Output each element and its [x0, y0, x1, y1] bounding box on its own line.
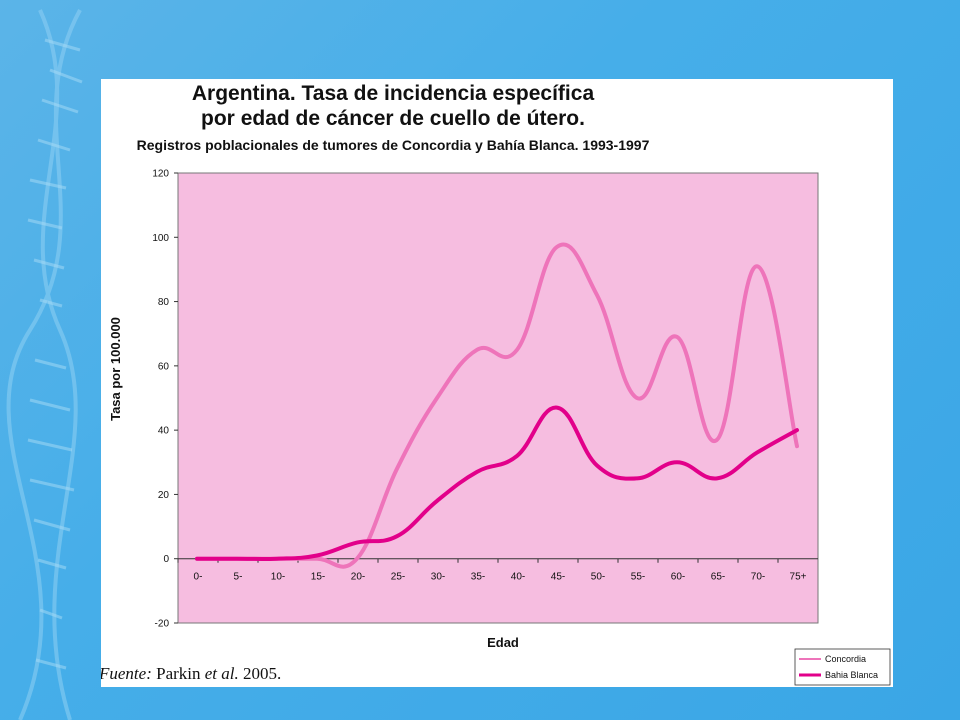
data-point: [236, 558, 238, 560]
data-point: [276, 558, 278, 560]
x-tick-label: 25-: [391, 572, 405, 583]
x-tick-label: 60-: [671, 572, 685, 583]
y-tick-label: 40: [158, 426, 170, 437]
plot-area: [177, 172, 819, 624]
x-tick-label: 35-: [471, 572, 485, 583]
legend-entry: Bahia Blanca: [825, 670, 878, 680]
chart-slide-card: Argentina. Tasa de incidencia específica…: [101, 79, 893, 687]
y-tick-label: 0: [163, 554, 169, 565]
source-label: Fuente:: [101, 664, 152, 683]
data-point: [396, 535, 398, 537]
data-point: [356, 558, 358, 560]
x-tick-label: 20-: [351, 572, 365, 583]
series-layer: [195, 242, 799, 569]
data-point: [436, 397, 438, 399]
data-point: [556, 407, 558, 409]
data-point: [756, 452, 758, 454]
chart-title: Argentina. Tasa de incidencia específica: [192, 82, 595, 105]
data-point: [196, 558, 198, 560]
x-tick-label: 0-: [194, 572, 203, 583]
data-point: [676, 461, 678, 463]
data-point: [596, 294, 598, 296]
x-tick-label: 40-: [511, 572, 525, 583]
x-tick-label: 45-: [551, 572, 565, 583]
x-axis-label: Edad: [487, 635, 519, 650]
chart-subtitle: Registros poblacionales de tumores de Co…: [137, 137, 650, 153]
y-tick-label: -20: [155, 619, 170, 630]
x-tick-label: 55-: [631, 572, 645, 583]
y-tick-label: 120: [152, 169, 169, 180]
source-year: 2005.: [239, 664, 282, 683]
chart-legend: Concordia Bahia Blanca: [794, 648, 891, 686]
y-tick-label: 60: [158, 361, 170, 372]
data-point: [356, 542, 358, 544]
data-point: [756, 265, 758, 267]
chart-title-line2: por edad de cáncer de cuello de útero.: [201, 107, 585, 130]
series-line-concordia: [195, 242, 799, 569]
x-tick-label: 70-: [751, 572, 765, 583]
data-point: [476, 471, 478, 473]
data-point: [676, 336, 678, 338]
source-author: Parkin: [152, 664, 205, 683]
y-axis: -20 0 20 40 60 80 100 120: [152, 169, 178, 630]
x-tick-label: 10-: [271, 572, 285, 583]
data-point: [476, 349, 478, 351]
data-point: [796, 429, 798, 431]
data-point: [516, 455, 518, 457]
legend-entry: Concordia: [825, 654, 866, 664]
source-etal: et al.: [205, 664, 239, 683]
source-note: Fuente: Parkin et al. 2005.: [101, 664, 281, 683]
data-point: [316, 555, 318, 556]
data-point: [396, 468, 398, 470]
y-tick-label: 80: [158, 297, 170, 308]
x-tick-label: 50-: [591, 572, 605, 583]
data-point: [636, 397, 638, 399]
y-axis-label: Tasa por 100.000: [108, 317, 123, 421]
y-tick-label: 20: [158, 490, 170, 501]
data-point: [316, 558, 318, 560]
data-point: [716, 477, 718, 479]
data-point: [716, 439, 718, 441]
data-point: [556, 246, 558, 248]
data-point: [516, 349, 518, 351]
data-point: [436, 500, 438, 502]
x-tick-label: 75+: [790, 572, 807, 583]
y-tick-label: 100: [152, 233, 169, 244]
x-tick-label: 15-: [311, 572, 325, 583]
x-tick-label: 30-: [431, 572, 445, 583]
data-point: [636, 477, 638, 479]
x-tick-label: 65-: [711, 572, 725, 583]
incidence-line-chart: Argentina. Tasa de incidencia específica…: [101, 82, 891, 686]
data-point: [796, 445, 798, 447]
data-point: [596, 465, 598, 466]
x-tick-label: 5-: [234, 572, 243, 583]
series-line-bahia-blanca: [195, 405, 799, 562]
